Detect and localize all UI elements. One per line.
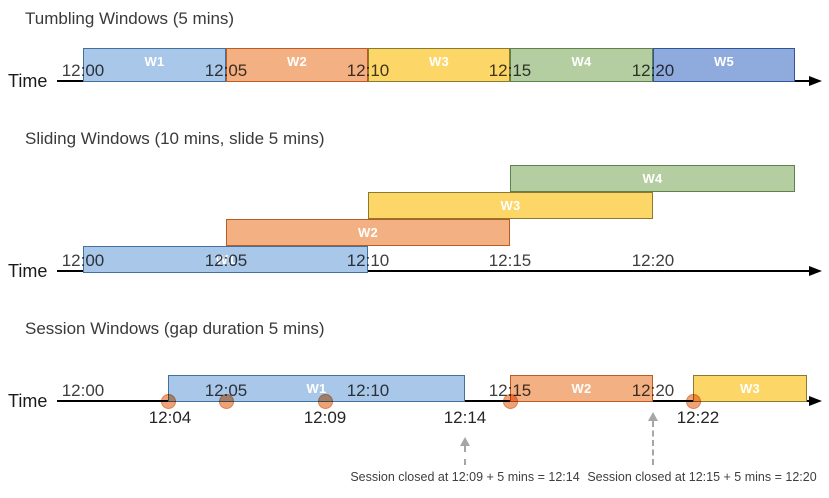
sliding-time-axis-label: Time xyxy=(8,261,48,281)
sliding-axis-arrowhead-icon xyxy=(809,266,822,276)
session-window-w3: W3 xyxy=(693,375,807,402)
annotation-arrow-line xyxy=(464,446,466,465)
session-event-label-1209: 12:09 xyxy=(303,408,347,427)
tumbling-tick-1200: 12:00 xyxy=(61,61,105,80)
event-dot-1222 xyxy=(686,394,701,409)
sliding-tick-1210: 12:10 xyxy=(346,251,390,270)
tumbling-window-w4: W4 xyxy=(510,48,653,82)
session-window-w1: W1 xyxy=(168,375,465,402)
tumbling-tick-1220: 12:20 xyxy=(631,61,675,80)
event-dot-1204 xyxy=(161,394,176,409)
event-dot-1215 xyxy=(503,394,518,409)
sliding-window-w3: W3 xyxy=(368,192,653,219)
window-label: W1 xyxy=(306,381,327,396)
session-section-title: Session Windows (gap duration 5 mins) xyxy=(25,319,325,338)
event-dot-1209 xyxy=(318,394,333,409)
tumbling-section-title: Tumbling Windows (5 mins) xyxy=(25,9,235,28)
window-label: W2 xyxy=(571,381,592,396)
event-dot-1205 xyxy=(219,394,234,409)
window-label: W4 xyxy=(571,54,592,69)
tumbling-window-w2: W2 xyxy=(226,48,368,82)
sliding-tick-1205: 12:05 xyxy=(204,251,248,270)
window-label: W4 xyxy=(642,171,663,186)
sliding-window-w2: W2 xyxy=(226,219,510,246)
window-label: W3 xyxy=(739,381,761,396)
tumbling-window-w3: W3 xyxy=(368,48,510,82)
session-closed-annotation-2: Session closed at 12:15 + 5 mins = 12:20 xyxy=(587,470,817,484)
sliding-window-w1: W1 xyxy=(83,246,368,273)
session-tick-1215: 12:15 xyxy=(488,381,532,400)
annotation-arrow-line xyxy=(652,421,654,465)
tumbling-window-w1: W1 xyxy=(83,48,226,82)
annotation-arrow-up-icon xyxy=(648,412,658,421)
tumbling-tick-1215: 12:15 xyxy=(488,61,532,80)
tumbling-tick-1210: 12:10 xyxy=(346,61,390,80)
window-label: W1 xyxy=(215,252,236,267)
annotation-arrow-up-icon xyxy=(460,437,470,446)
window-label: W1 xyxy=(144,54,165,69)
session-window-w2: W2 xyxy=(510,375,653,402)
session-event-label-1222: 12:22 xyxy=(676,408,720,427)
tumbling-axis-arrowhead-icon xyxy=(809,76,822,86)
tumbling-window-w5: W5 xyxy=(653,48,795,82)
sliding-tick-1200: 12:00 xyxy=(61,251,105,270)
session-event-label-1204: 12:04 xyxy=(148,408,192,427)
session-event-label-1214: 12:14 xyxy=(443,408,487,427)
window-label: W3 xyxy=(428,54,450,69)
session-tick-1205: 12:05 xyxy=(204,381,248,400)
session-axis-arrowhead-icon xyxy=(809,396,822,406)
window-label: W2 xyxy=(286,54,308,69)
session-time-axis-label: Time xyxy=(8,391,48,411)
sliding-window-w4: W4 xyxy=(510,165,795,192)
window-label: W3 xyxy=(500,198,521,213)
session-tick-1200: 12:00 xyxy=(61,381,105,400)
sliding-tick-1215: 12:15 xyxy=(488,251,532,270)
sliding-section-title: Sliding Windows (10 mins, slide 5 mins) xyxy=(25,129,325,148)
sliding-time-axis xyxy=(57,270,810,272)
session-closed-annotation-1: Session closed at 12:09 + 5 mins = 12:14 xyxy=(350,470,580,484)
window-label: W5 xyxy=(713,54,735,69)
session-tick-1220: 12:20 xyxy=(631,381,675,400)
session-tick-1210: 12:10 xyxy=(346,381,390,400)
tumbling-time-axis-label: Time xyxy=(8,71,48,91)
sliding-tick-1220: 12:20 xyxy=(631,251,675,270)
tumbling-tick-1205: 12:05 xyxy=(204,61,248,80)
window-label: W2 xyxy=(357,225,379,240)
